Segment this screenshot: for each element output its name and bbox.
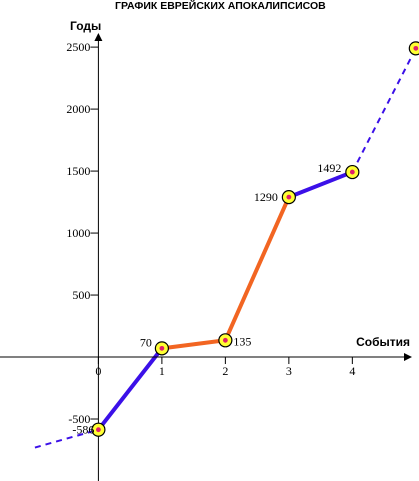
series-segment (286, 170, 355, 200)
data-point-marker (408, 41, 419, 56)
y-tick-label: 1000 (66, 226, 90, 240)
data-point-marker (281, 190, 296, 205)
data-point-label: 135 (233, 334, 251, 348)
y-tick-label: 2000 (66, 102, 90, 116)
x-axis-label: События (356, 335, 410, 349)
markers-layer (91, 41, 419, 437)
data-point-marker (154, 341, 169, 356)
series-segment (96, 346, 164, 432)
y-tick-label: -500 (68, 412, 90, 426)
data-point-label: -586 (72, 423, 94, 437)
data-point-label: 1290 (254, 190, 278, 204)
series-segment (351, 47, 417, 173)
segments-layer (34, 47, 417, 449)
series-segment (159, 338, 228, 351)
x-tick-label: 1 (159, 364, 165, 378)
y-tick-label: 2500 (66, 40, 90, 54)
labels-layer: -586 70 135 1290 1492 (72, 161, 341, 437)
x-tick-label: 0 (95, 364, 101, 378)
series-segment (223, 195, 291, 343)
chart-title: ГРАФИК ЕВРЕЙСКИХ АПОКАЛИПСИСОВ (115, 0, 326, 12)
x-tick-label: 2 (222, 364, 228, 378)
x-tick-label: 4 (349, 364, 355, 378)
data-point-label: 70 (140, 335, 152, 349)
y-axis-label: Годы (70, 19, 101, 33)
ticks-layer: -500 500 1000 1500 2000 2500 0 1 2 3 4 (66, 40, 355, 426)
y-tick-label: 500 (72, 288, 90, 302)
x-tick-label: 3 (286, 364, 292, 378)
data-point-marker (91, 422, 106, 437)
data-point-marker (218, 333, 233, 348)
data-point-marker (345, 164, 360, 180)
y-tick-label: 1500 (66, 164, 90, 178)
data-point-label: 1492 (317, 161, 341, 175)
